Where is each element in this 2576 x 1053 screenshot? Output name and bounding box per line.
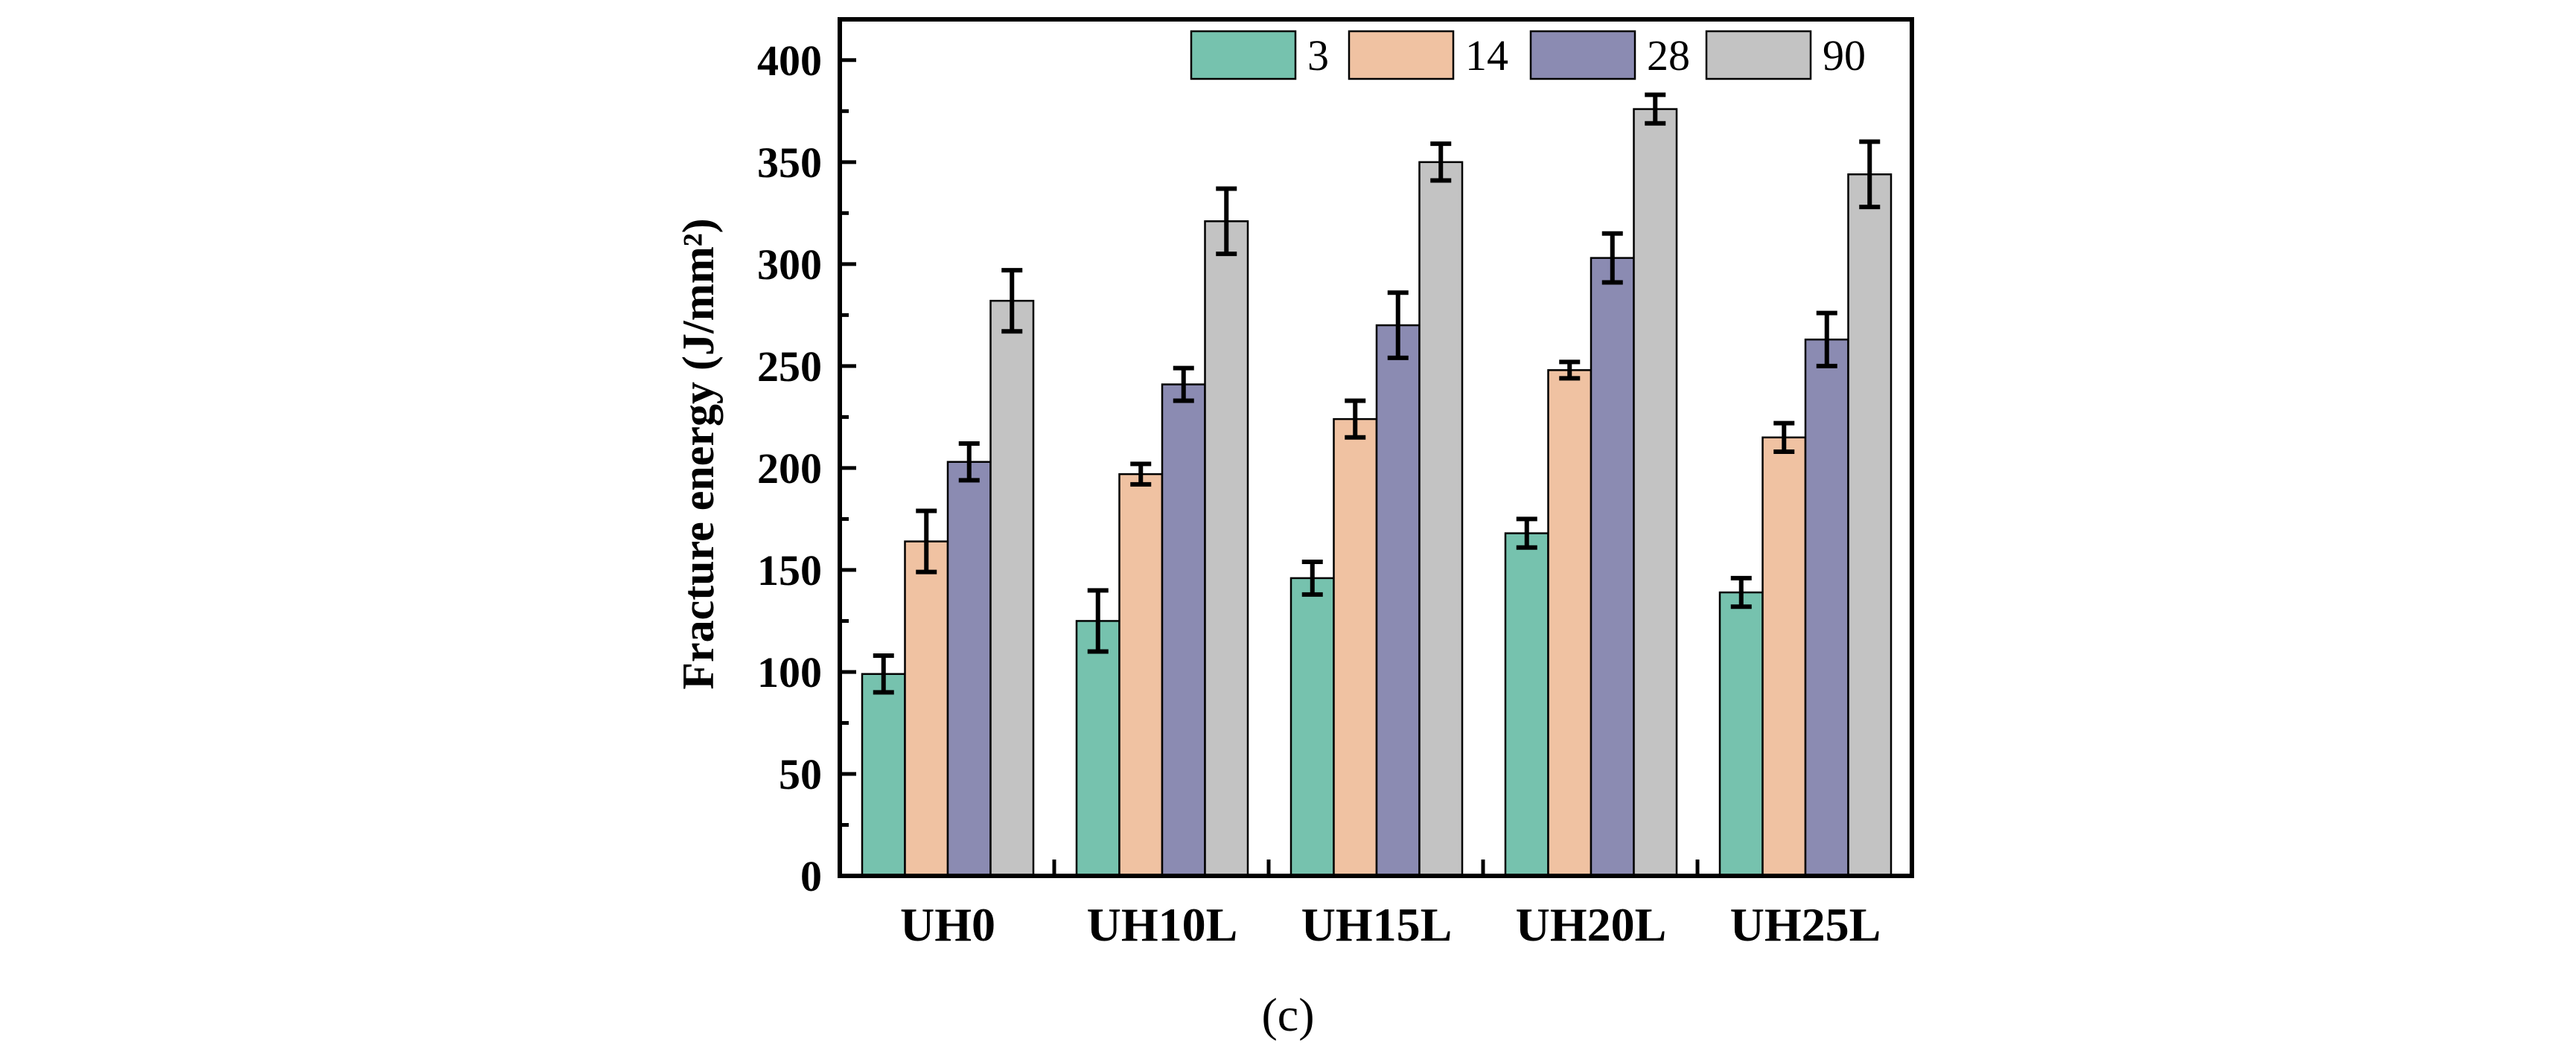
- y-tick-label: 400: [757, 36, 822, 85]
- bar-UH10L-3: [1075, 620, 1120, 877]
- bar-UH0-28: [946, 461, 992, 877]
- x-tick-label: UH0: [900, 898, 995, 951]
- error-bars-layer: [873, 92, 1881, 695]
- y-tick-label: 0: [800, 852, 822, 900]
- bar-UH15L-14: [1333, 417, 1378, 877]
- legend-swatch-3: [1190, 30, 1297, 80]
- legend-swatch-14: [1348, 30, 1455, 80]
- bars-layer: [861, 108, 1893, 877]
- bar-UH20L-28: [1590, 257, 1635, 877]
- figure-caption: (c): [1261, 988, 1314, 1041]
- legend-label-3: 3: [1307, 31, 1329, 80]
- x-tick-label: UH20L: [1516, 898, 1667, 951]
- bar-UH10L-14: [1118, 473, 1164, 877]
- bar-UH15L-28: [1375, 324, 1421, 877]
- y-axis-title: Fracture energy (J/mm²): [674, 218, 723, 689]
- bar-UH15L-3: [1289, 577, 1335, 877]
- bar-UH0-90: [989, 299, 1035, 877]
- bar-UH20L-3: [1504, 532, 1549, 877]
- legend-swatch-90: [1705, 30, 1812, 80]
- legend-label-28: 28: [1647, 31, 1690, 80]
- bar-UH25L-28: [1804, 339, 1849, 877]
- bar-UH25L-90: [1847, 173, 1893, 877]
- y-tick-label: 350: [757, 138, 822, 187]
- bar-UH25L-3: [1718, 591, 1764, 877]
- y-tick-label: 50: [779, 750, 822, 798]
- bar-UH15L-90: [1418, 161, 1464, 877]
- legend: 3 14 28 90: [1190, 30, 1866, 80]
- plot-frame: [838, 17, 1914, 878]
- bar-UH20L-14: [1547, 369, 1593, 877]
- bar-UH25L-14: [1762, 436, 1807, 877]
- legend-swatch-28: [1529, 30, 1636, 80]
- y-tick-label: 150: [757, 546, 822, 595]
- legend-label-90: 90: [1823, 31, 1866, 80]
- x-tick-label: UH25L: [1730, 898, 1881, 951]
- axes-layer: UH0 UH10L UH15L UH20L UH25L 0 50 100 150 200 250 30…: [757, 17, 1914, 951]
- x-tick-label: UH15L: [1301, 898, 1453, 951]
- bar-UH10L-28: [1161, 383, 1206, 877]
- x-tick-label: UH10L: [1087, 898, 1238, 951]
- legend-label-14: 14: [1465, 31, 1508, 80]
- y-tick-label: 100: [757, 648, 822, 697]
- bar-UH0-14: [904, 540, 949, 877]
- bar-UH10L-90: [1204, 220, 1249, 877]
- y-tick-label: 300: [757, 240, 822, 289]
- bar-UH20L-90: [1633, 108, 1678, 877]
- y-tick-label: 250: [757, 342, 822, 391]
- y-tick-label: 200: [757, 444, 822, 493]
- bar-UH0-3: [861, 673, 906, 877]
